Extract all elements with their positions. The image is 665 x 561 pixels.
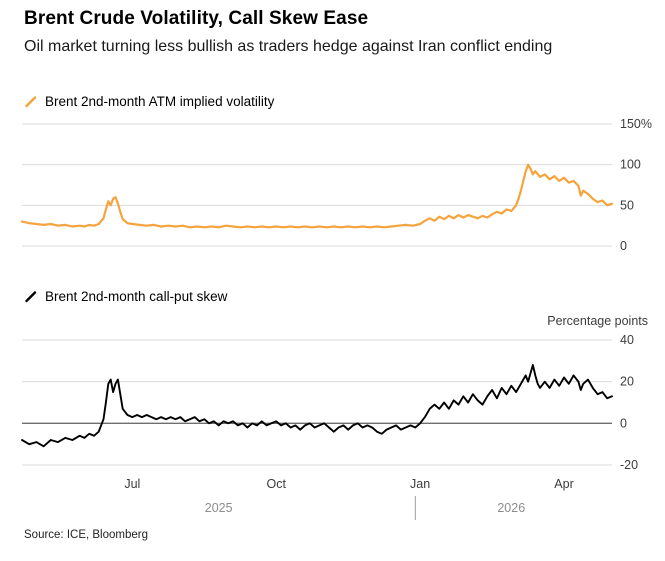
- svg-text:2025: 2025: [205, 501, 233, 515]
- svg-text:0: 0: [620, 416, 627, 430]
- legend-skew-label: Brent 2nd-month call-put skew: [45, 289, 228, 304]
- svg-text:Oct: Oct: [267, 477, 287, 491]
- svg-text:20: 20: [620, 375, 634, 389]
- svg-text:40: 40: [620, 333, 634, 347]
- volatility-chart: 0 50 100 150%: [20, 117, 652, 253]
- svg-text:Apr: Apr: [554, 477, 573, 491]
- volatility-legend-mark-icon: [25, 95, 37, 107]
- svg-text:Jul: Jul: [124, 477, 140, 491]
- svg-text:2026: 2026: [497, 501, 525, 515]
- legend-volatility-label: Brent 2nd-month ATM implied volatility: [45, 94, 275, 109]
- source-note: Source: ICE, Bloomberg: [24, 529, 149, 541]
- svg-text:Jan: Jan: [410, 477, 430, 491]
- skew-legend-mark-icon: [25, 290, 37, 302]
- skew-chart: -20 0 20 40 Jul Oct Jan Apr 2025 2026: [21, 333, 638, 520]
- svg-text:100: 100: [620, 158, 641, 172]
- chart-title: Brent Crude Volatility, Call Skew Ease: [24, 8, 369, 29]
- right-axis-title: Percentage points: [547, 314, 648, 328]
- chart-subtitle: Oil market turning less bullish as trade…: [24, 38, 553, 55]
- svg-text:0: 0: [620, 239, 627, 253]
- legend-volatility: Brent 2nd-month ATM implied volatility: [24, 94, 274, 109]
- svg-text:150%: 150%: [620, 117, 652, 131]
- legend-skew: Brent 2nd-month call-put skew: [24, 289, 227, 304]
- svg-text:-20: -20: [620, 458, 638, 472]
- svg-text:50: 50: [620, 198, 634, 212]
